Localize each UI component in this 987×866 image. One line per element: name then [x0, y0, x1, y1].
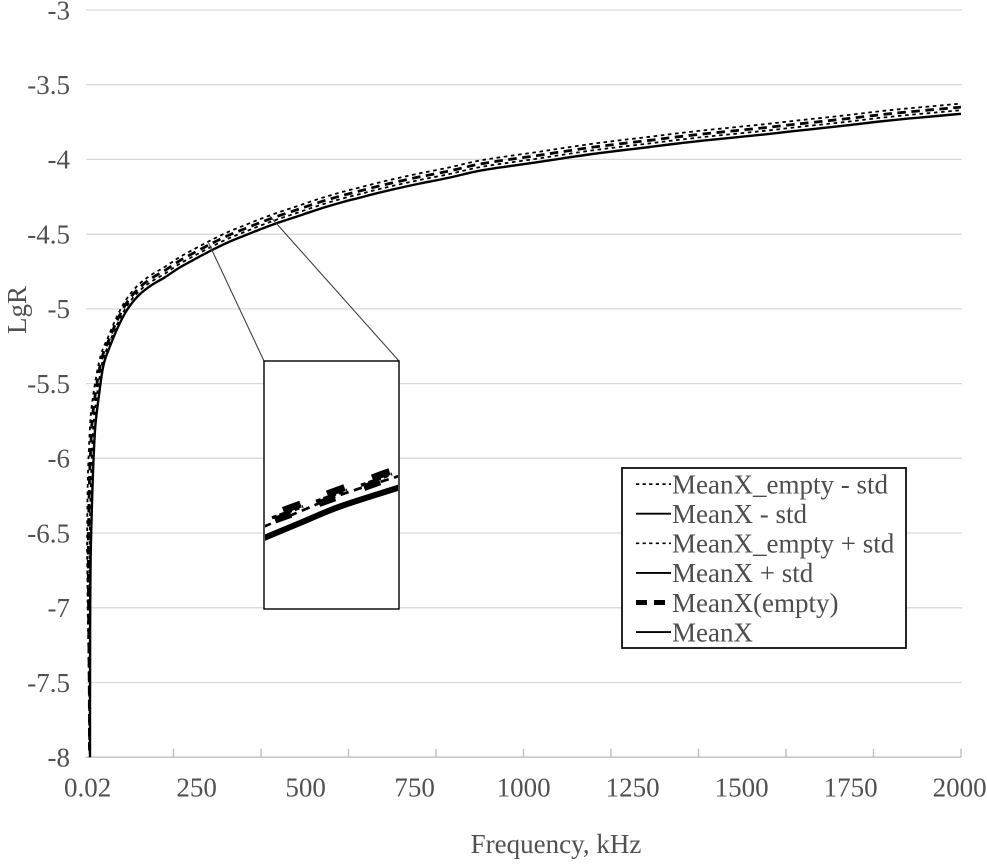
svg-text:250: 250	[176, 773, 217, 803]
svg-text:-4.5: -4.5	[27, 220, 70, 250]
svg-text:-6: -6	[48, 444, 71, 474]
svg-text:MeanX_empty + std: MeanX_empty + std	[672, 529, 895, 559]
svg-text:2000: 2000	[933, 773, 987, 803]
svg-text:Frequency, kHz: Frequency, kHz	[471, 829, 642, 859]
svg-text:500: 500	[285, 773, 326, 803]
svg-text:-6.5: -6.5	[27, 518, 70, 548]
svg-text:1250: 1250	[606, 773, 660, 803]
svg-text:1500: 1500	[715, 773, 769, 803]
svg-text:MeanX - std: MeanX - std	[672, 499, 807, 529]
svg-text:-5.5: -5.5	[27, 369, 70, 399]
svg-text:-3.5: -3.5	[27, 70, 70, 100]
svg-text:-7: -7	[48, 593, 71, 623]
svg-text:0.02: 0.02	[64, 773, 111, 803]
svg-text:MeanX_empty - std: MeanX_empty - std	[672, 469, 888, 499]
svg-text:MeanX + std: MeanX + std	[672, 558, 814, 588]
svg-text:1000: 1000	[497, 773, 551, 803]
svg-text:-7.5: -7.5	[27, 668, 70, 698]
svg-text:1750: 1750	[824, 773, 878, 803]
svg-text:LgR: LgR	[2, 286, 32, 334]
svg-text:-8: -8	[48, 743, 71, 773]
svg-text:-4: -4	[48, 145, 71, 175]
svg-text:MeanX(empty): MeanX(empty)	[672, 588, 838, 618]
svg-text:-3: -3	[48, 0, 71, 25]
svg-text:-5: -5	[48, 294, 71, 324]
svg-text:MeanX: MeanX	[672, 617, 753, 647]
svg-text:750: 750	[394, 773, 435, 803]
